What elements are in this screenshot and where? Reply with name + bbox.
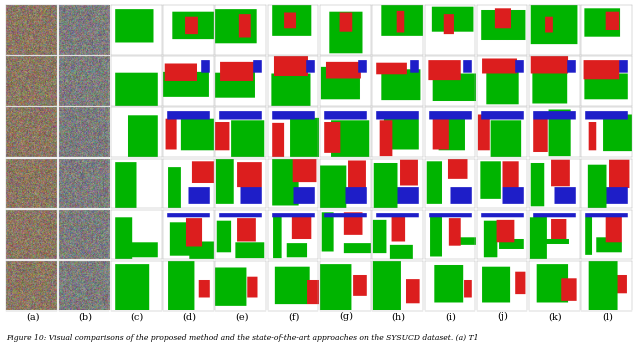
Text: (a): (a): [26, 312, 39, 321]
Text: (e): (e): [235, 312, 248, 321]
Text: (j): (j): [497, 312, 508, 321]
Text: (k): (k): [548, 312, 562, 321]
Text: (h): (h): [392, 312, 405, 321]
Text: (d): (d): [182, 312, 196, 321]
Text: (f): (f): [288, 312, 300, 321]
Text: Figure 10: Visual comparisons of the proposed method and the state-of-the-art ap: Figure 10: Visual comparisons of the pro…: [6, 334, 479, 342]
Text: (c): (c): [131, 312, 144, 321]
Text: (i): (i): [445, 312, 456, 321]
Text: (b): (b): [78, 312, 92, 321]
Text: (g): (g): [339, 312, 353, 321]
Text: (l): (l): [602, 312, 613, 321]
